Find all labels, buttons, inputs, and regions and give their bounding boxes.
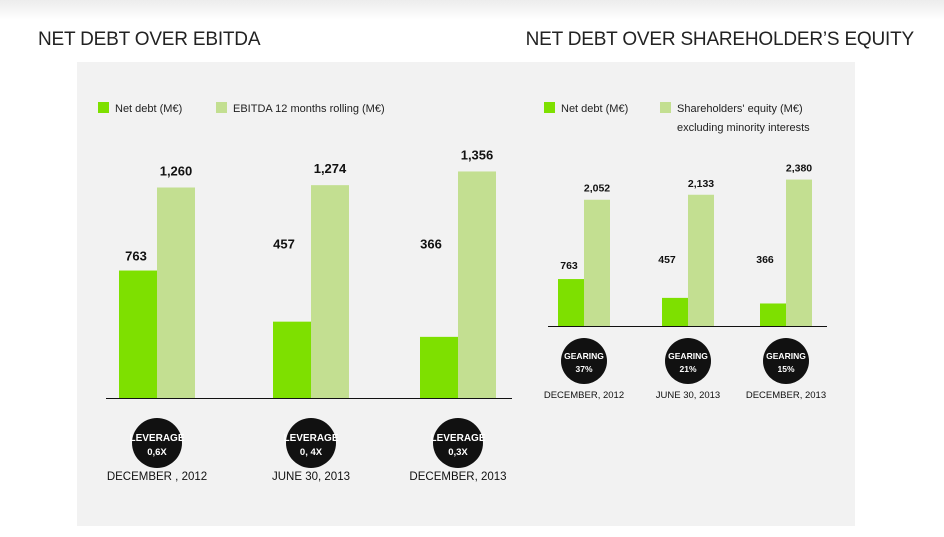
legend-swatch-1-2 [216, 102, 227, 113]
top-shadow [0, 0, 944, 20]
badge-circle-1-3 [433, 418, 483, 468]
badge-label-2-2: GEARING [668, 351, 708, 361]
chart-title-left: NET DEBT OVER EBITDA [38, 29, 261, 50]
badge-label-2-1: GEARING [564, 351, 604, 361]
badge-circle-2-2 [665, 338, 711, 384]
badge-value-1-1: 0,6X [147, 447, 167, 458]
badge-label-1-1: LEVERAGE [129, 433, 184, 444]
data-label-2-2-3: 2,380 [786, 163, 812, 175]
category-label-2-2: JUNE 30, 2013 [656, 390, 720, 401]
badge-value-1-3: 0,3X [448, 447, 468, 458]
badge-label-1-2: LEVERAGE [283, 433, 338, 444]
bar-2-1-3 [760, 303, 786, 326]
legend-label-1-1: Net debt (M€) [115, 103, 182, 115]
bar-2-1-2 [662, 297, 688, 326]
bar-2-2-3 [786, 179, 812, 326]
badge-value-2-1: 37% [575, 364, 592, 374]
data-label-2-1-3: 366 [756, 254, 774, 266]
legend-swatch-2-2 [660, 102, 671, 113]
bar-2-2-2 [688, 194, 714, 326]
data-label-1-1-3: 366 [420, 237, 442, 252]
legend-label-2-2: Shareholders' equity (M€) [677, 103, 803, 115]
legend-label-1-2: EBITDA 12 months rolling (M€) [233, 103, 385, 115]
data-label-1-2-3: 1,356 [461, 147, 494, 162]
data-label-1-2-1: 1,260 [160, 164, 193, 179]
legend-label-2-1: Net debt (M€) [561, 103, 628, 115]
bar-2-1-1 [558, 279, 584, 326]
bar-1-1-1 [119, 270, 157, 398]
badge-circle-2-3 [763, 338, 809, 384]
badge-value-1-2: 0, 4X [300, 447, 323, 458]
legend-swatch-2-1 [544, 102, 555, 113]
bar-2-2-1 [584, 199, 610, 326]
badge-value-2-2: 21% [679, 364, 696, 374]
badge-circle-1-2 [286, 418, 336, 468]
badge-value-2-3: 15% [777, 364, 794, 374]
data-label-2-2-2: 2,133 [688, 178, 714, 190]
category-label-2-3: DECEMBER, 2013 [746, 390, 826, 401]
data-label-1-1-1: 763 [125, 249, 147, 264]
category-label-1-2: JUNE 30, 2013 [272, 471, 350, 483]
data-label-2-2-1: 2,052 [584, 183, 610, 195]
data-label-2-1-2: 457 [658, 254, 676, 266]
bar-1-1-2 [273, 321, 311, 398]
bar-1-1-3 [420, 336, 458, 398]
data-label-1-1-2: 457 [273, 237, 295, 252]
chart-title-right: NET DEBT OVER SHAREHOLDER’S EQUITY [525, 29, 915, 50]
badge-circle-2-1 [561, 338, 607, 384]
legend-swatch-1-1 [98, 102, 109, 113]
bar-1-2-3 [458, 171, 496, 398]
badge-circle-1-1 [132, 418, 182, 468]
badge-label-1-3: LEVERAGE [430, 433, 485, 444]
category-label-1-3: DECEMBER, 2013 [409, 471, 506, 483]
badge-label-2-3: GEARING [766, 351, 806, 361]
category-label-2-1: DECEMBER, 2012 [544, 390, 624, 401]
bar-1-2-1 [157, 187, 195, 398]
data-label-1-2-2: 1,274 [314, 161, 347, 176]
bar-1-2-2 [311, 185, 349, 398]
category-label-1-1: DECEMBER , 2012 [107, 471, 207, 483]
legend-label-2-2-line2: excluding minority interests [677, 122, 810, 134]
data-label-2-1-1: 763 [560, 260, 578, 272]
